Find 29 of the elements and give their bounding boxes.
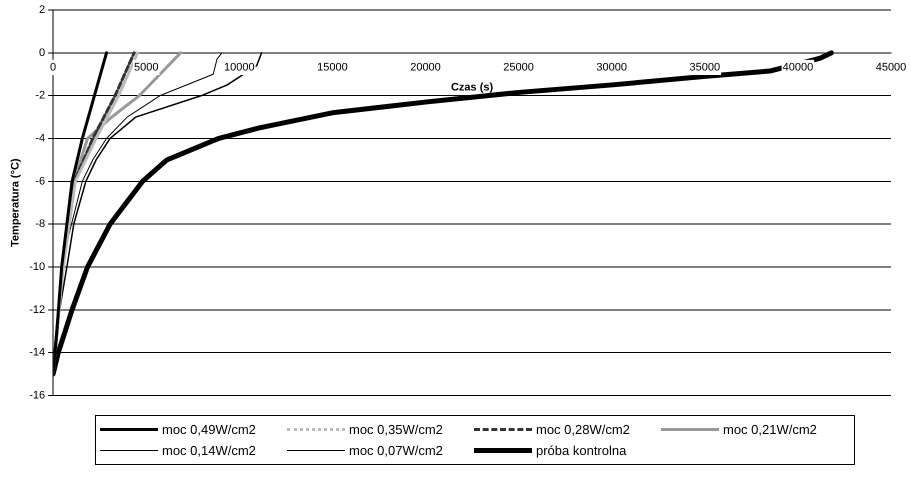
y-axis-title: Temperatura (°C) xyxy=(10,158,22,247)
x-tick-label: 15000 xyxy=(317,61,348,74)
y-tick-label: 2 xyxy=(38,4,46,16)
x-tick-label: 5000 xyxy=(134,61,158,74)
x-tick-label: 30000 xyxy=(596,61,627,74)
y-tick-label: -2 xyxy=(35,90,46,102)
legend-label: moc 0,07W/cm2 xyxy=(349,443,443,458)
y-tick-label: -4 xyxy=(35,132,46,144)
y-tick-label: -10 xyxy=(29,260,46,273)
y-tick-label: -12 xyxy=(29,304,46,316)
x-tick-label: 20000 xyxy=(410,61,441,74)
y-tick-label: -16 xyxy=(29,389,46,402)
x-tick-label: 45000 xyxy=(876,61,906,74)
x-tick-label: 40000 xyxy=(782,61,814,74)
x-tick-label: 35000 xyxy=(690,61,720,74)
legend-label: moc 0,14W/cm2 xyxy=(162,443,256,458)
x-tick-label: 25000 xyxy=(503,61,534,74)
y-tick-label: -6 xyxy=(35,175,46,188)
legend-label: moc 0,28W/cm2 xyxy=(536,422,630,437)
y-tick-label: -8 xyxy=(35,218,46,230)
y-tick-label: 0 xyxy=(38,46,46,59)
legend-label: moc 0,21W/cm2 xyxy=(723,422,817,437)
legend-label: moc 0,49W/cm2 xyxy=(162,422,256,437)
x-tick-label: 10000 xyxy=(224,61,255,74)
x-axis-title: Czas (s) xyxy=(450,82,494,94)
x-tick-label: 0 xyxy=(50,61,56,74)
y-tick-label: -14 xyxy=(29,346,46,359)
legend-label: moc 0,35W/cm2 xyxy=(349,422,443,437)
legend-label: próba kontrolna xyxy=(536,443,626,458)
